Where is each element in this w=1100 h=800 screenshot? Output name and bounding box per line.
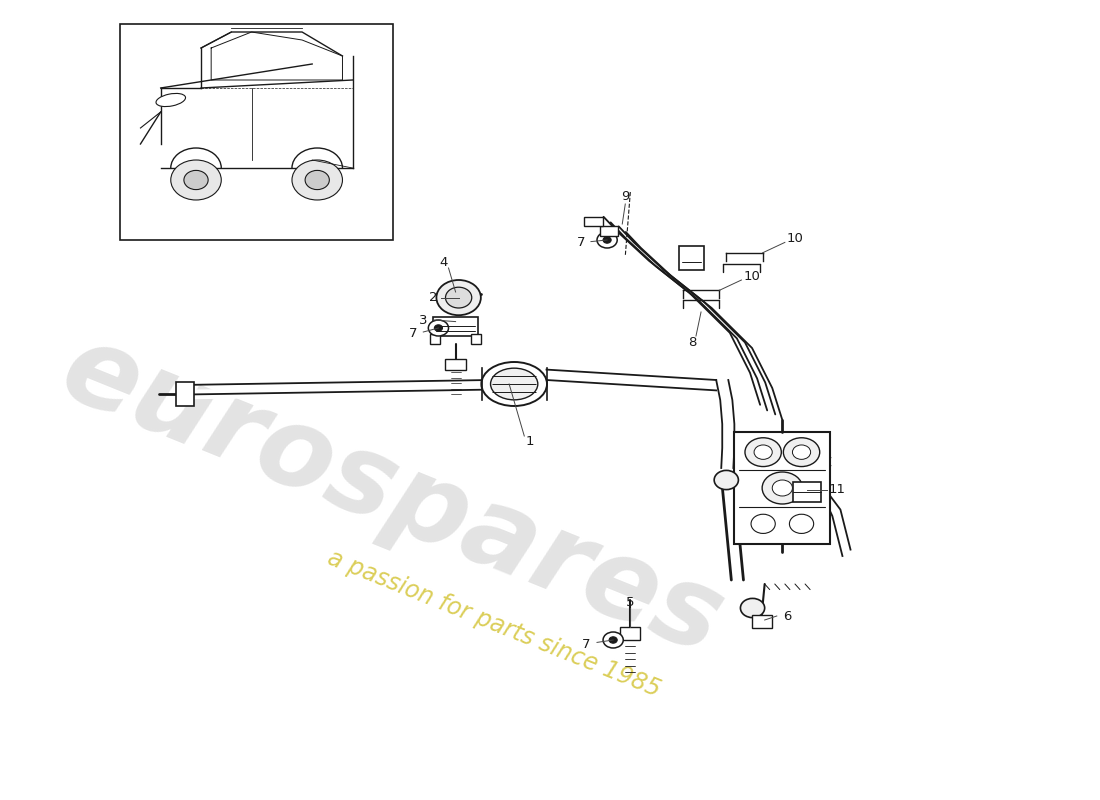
Text: 10: 10 [786, 232, 803, 245]
Circle shape [437, 280, 481, 315]
Bar [430, 334, 440, 344]
Text: 6: 6 [783, 610, 791, 622]
Circle shape [170, 160, 221, 200]
Circle shape [790, 514, 814, 534]
Circle shape [714, 470, 738, 490]
Circle shape [597, 232, 617, 248]
Text: 7: 7 [582, 638, 590, 651]
Circle shape [292, 160, 342, 200]
Bar [584, 217, 603, 226]
Bar [793, 482, 822, 502]
Bar [620, 627, 640, 640]
Bar [120, 24, 393, 240]
Text: 4: 4 [439, 256, 448, 269]
Circle shape [305, 170, 329, 190]
Text: 8: 8 [688, 336, 696, 349]
Bar [751, 615, 772, 628]
Text: eurospares: eurospares [47, 315, 739, 677]
Text: 2: 2 [429, 291, 438, 304]
Circle shape [772, 480, 792, 496]
Circle shape [762, 472, 803, 504]
Circle shape [792, 445, 811, 459]
Text: 1: 1 [525, 435, 533, 448]
Ellipse shape [156, 94, 186, 106]
Circle shape [740, 598, 764, 618]
Circle shape [428, 320, 449, 336]
Bar [679, 246, 704, 270]
Text: 7: 7 [409, 327, 417, 340]
Circle shape [751, 514, 776, 534]
Bar [471, 334, 481, 344]
Text: a passion for parts since 1985: a passion for parts since 1985 [324, 546, 664, 702]
Circle shape [609, 637, 617, 643]
Circle shape [755, 445, 772, 459]
Text: 10: 10 [744, 270, 760, 282]
Bar [176, 382, 194, 406]
Bar [600, 226, 618, 236]
Text: 3: 3 [419, 314, 428, 326]
Circle shape [434, 325, 442, 331]
Text: 7: 7 [576, 236, 585, 249]
Bar [446, 359, 465, 370]
Circle shape [783, 438, 820, 466]
Circle shape [603, 632, 624, 648]
Text: 11: 11 [829, 483, 846, 496]
Bar [735, 432, 830, 544]
Circle shape [446, 287, 472, 308]
Circle shape [184, 170, 208, 190]
Bar [433, 317, 477, 336]
Circle shape [603, 237, 612, 243]
Text: 9: 9 [621, 190, 629, 203]
Ellipse shape [482, 362, 547, 406]
Circle shape [745, 438, 781, 466]
Text: 5: 5 [626, 596, 635, 609]
Ellipse shape [491, 368, 538, 400]
